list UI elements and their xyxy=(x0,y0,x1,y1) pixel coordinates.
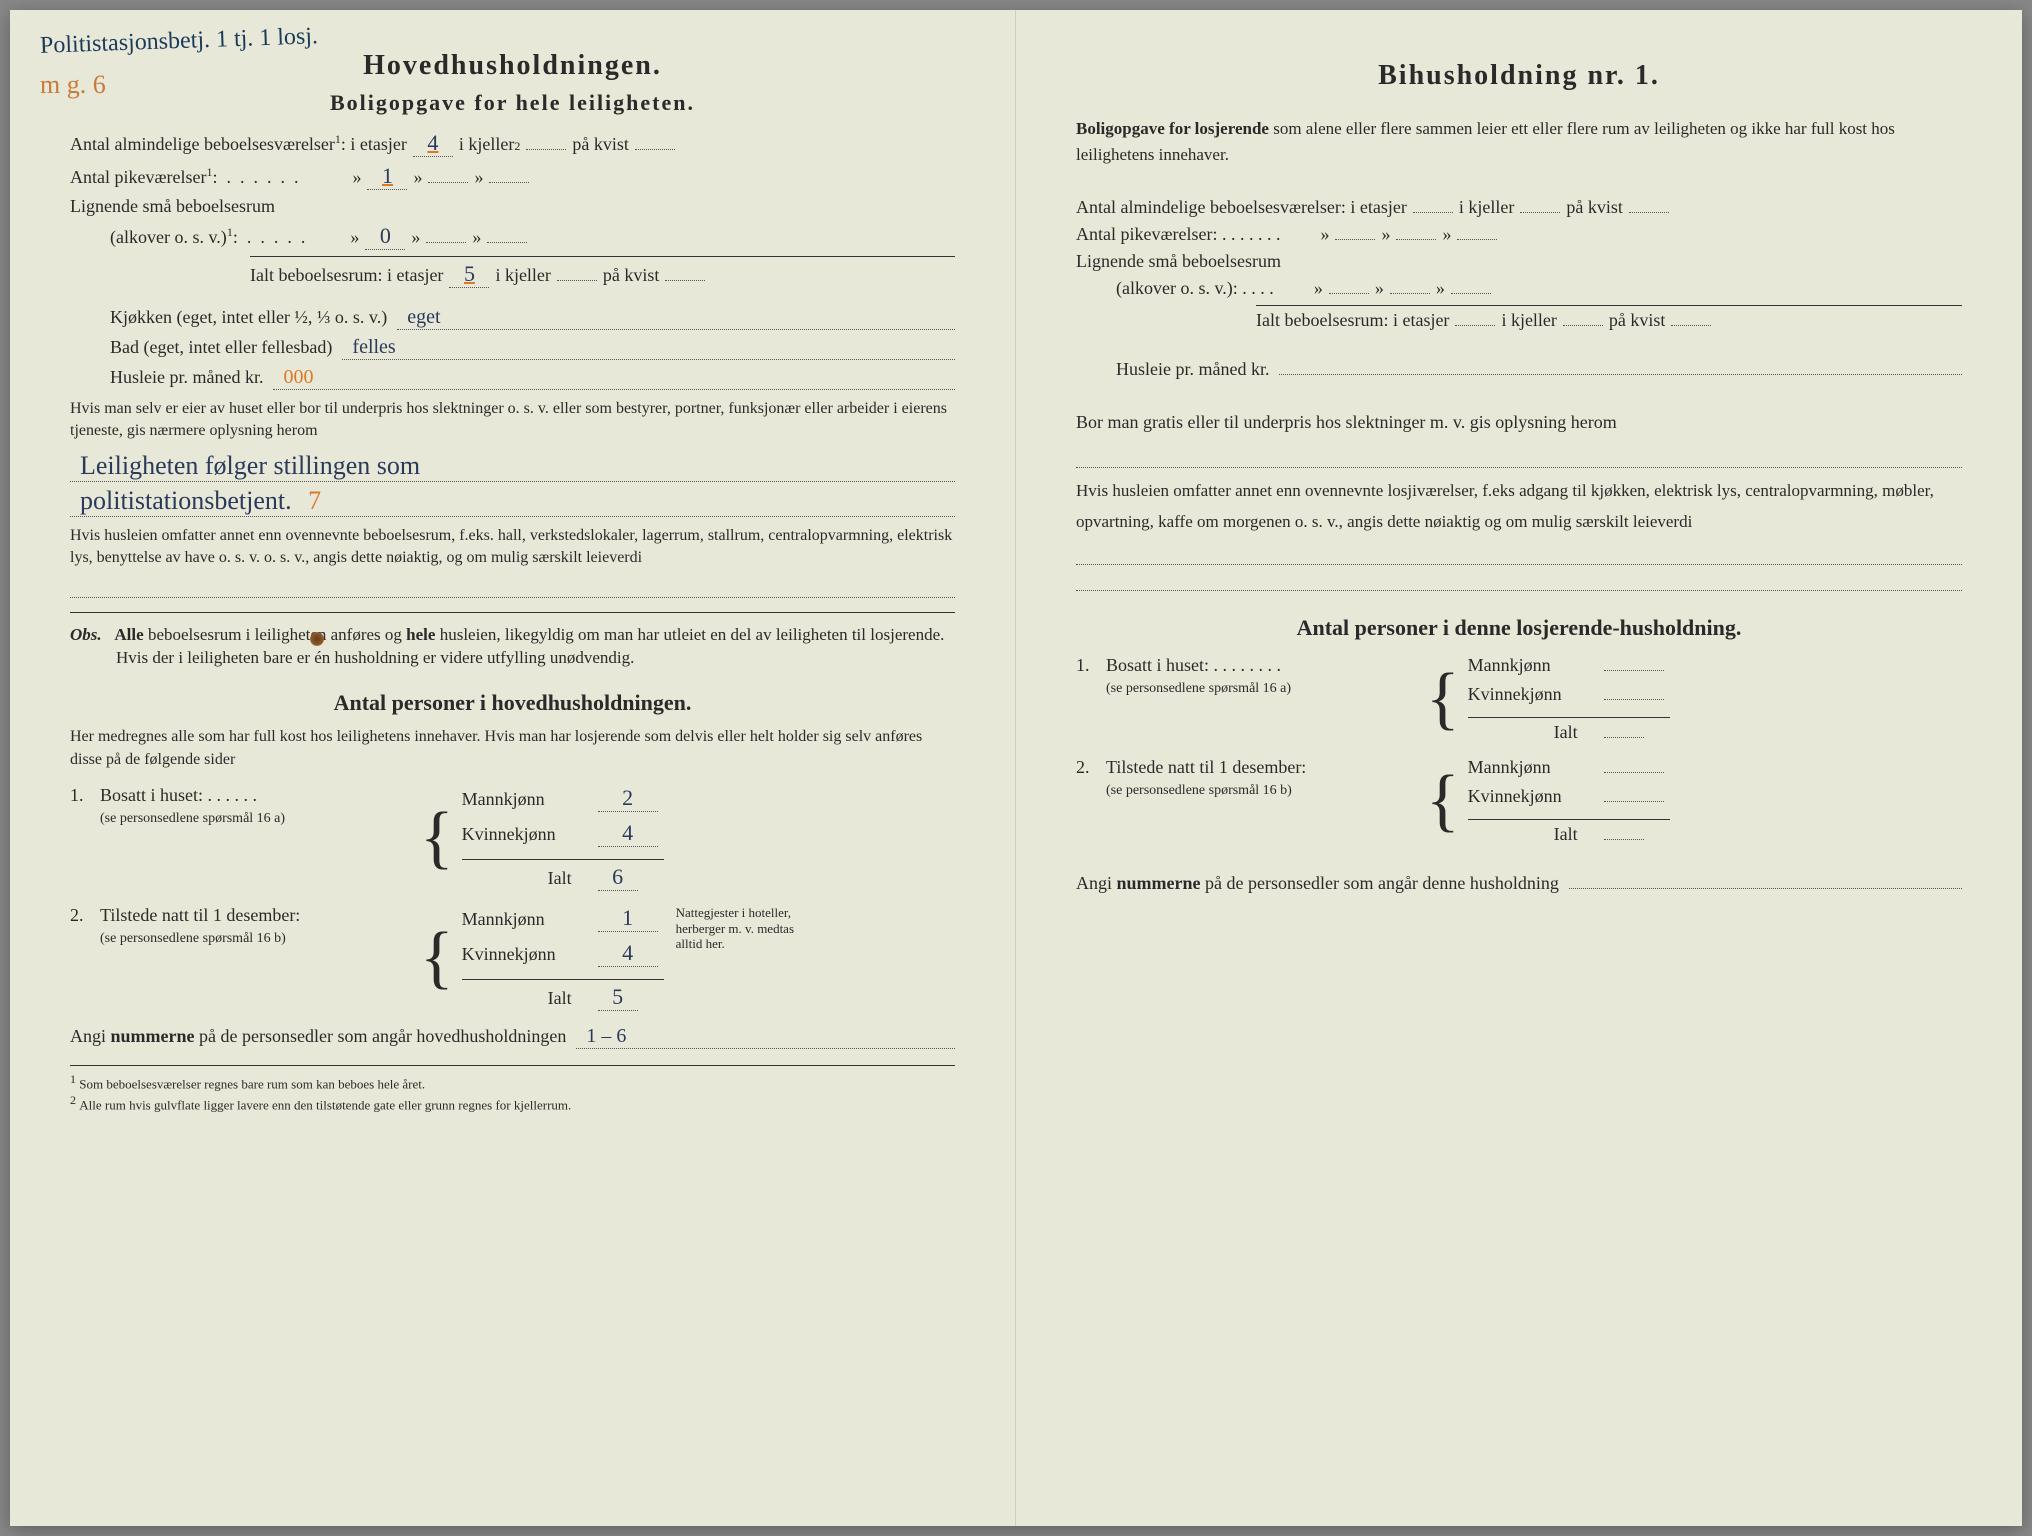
brace-icon: { xyxy=(420,808,454,868)
empty-line-1 xyxy=(70,578,955,598)
line-kjokken: Kjøkken (eget, intet eller ½, ⅓ o. s. v.… xyxy=(110,306,955,330)
brace-icon: { xyxy=(1426,771,1460,831)
line-alm-rooms: Antal almindelige beboelsesværelser1: i … xyxy=(70,130,955,157)
obs-text-1: Alle beboelsesrum i leiligheten anføres … xyxy=(110,625,944,644)
r-para-omf: Hvis husleien omfatter annet enn ovennev… xyxy=(1076,476,1962,537)
section-personer-title: Antal personer i hovedhusholdningen. xyxy=(70,690,955,716)
hw-remark-1: Leiligheten følger stillingen som xyxy=(70,451,955,482)
r-husleie: Husleie pr. måned kr. xyxy=(1116,355,1962,380)
hw-remark-2: politistationsbetjent. 7 xyxy=(70,486,955,517)
left-subtitle: Boligopgave for hele leiligheten. xyxy=(70,90,955,116)
right-lead: Boligopgave for losjerende som alene ell… xyxy=(1076,116,1962,167)
side-note: Nattegjester i hoteller, herberger m. v.… xyxy=(676,905,816,952)
r-line-lign2: (alkover o. s. v.): . . . . » » » xyxy=(1116,278,1962,299)
line-bad: Bad (eget, intet eller fellesbad) felles xyxy=(110,336,955,360)
personer-intro: Her medregnes alle som har full kost hos… xyxy=(70,726,955,771)
r-row-tilstede: 2. Tilstede natt til 1 desember: (se per… xyxy=(1076,757,1962,845)
r2-kvinne: 4 xyxy=(598,940,658,967)
r-line-alm: Antal almindelige beboelsesværelser: i e… xyxy=(1076,197,1962,218)
obs-block: Obs. Alle beboelsesrum i leiligheten anf… xyxy=(70,612,955,671)
val-husleie: 000 xyxy=(273,366,955,390)
r-line-lign1: Lignende små beboelsesrum xyxy=(1076,251,1962,272)
angi-line: Angi nummerne på de personsedler som ang… xyxy=(70,1025,955,1049)
row-tilstede: 2. Tilstede natt til 1 desember: (se per… xyxy=(70,905,955,1011)
val-alm-kvist xyxy=(635,149,675,150)
line-pike: Antal pikeværelser1: . . . . . . » 1 » » xyxy=(70,163,955,190)
r-para-gratis: Bor man gratis eller til underpris hos s… xyxy=(1076,404,1962,440)
r2-ialt: 5 xyxy=(598,984,638,1011)
brace-icon: { xyxy=(1426,669,1460,729)
para-husleien: Hvis husleien omfatter annet enn ovennev… xyxy=(70,525,955,570)
r1-kvinne: 4 xyxy=(598,820,658,847)
right-title: Bihusholdning nr. 1. xyxy=(1076,60,1962,92)
val-lign-etasjer: 0 xyxy=(365,223,405,250)
line-lignende-2: (alkover o. s. v.)1: . . . . . » 0 » » xyxy=(110,223,955,250)
r-line-ialt: Ialt beboelsesrum: i etasjer i kjeller p… xyxy=(1256,305,1962,331)
val-ialt-etasjer: 5 xyxy=(449,261,489,288)
val-alm-kjeller xyxy=(526,149,566,150)
r-row-bosatt: 1. Bosatt i huset: . . . . . . . . (se p… xyxy=(1076,655,1962,743)
r-angi-line: Angi nummerne på de personsedler som ang… xyxy=(1076,869,1962,894)
line-husleie: Husleie pr. måned kr. 000 xyxy=(110,366,955,390)
val-kjokken: eget xyxy=(397,306,955,330)
document-spread: Politistasjonsbetj. 1 tj. 1 losj. m g. 6… xyxy=(10,10,2022,1526)
left-title: Hovedhusholdningen. xyxy=(70,50,955,82)
handwritten-annotation-m: m g. 6 xyxy=(40,70,106,100)
obs-text-2: Hvis der i leiligheten bare er én hushol… xyxy=(116,646,634,670)
val-bad: felles xyxy=(342,336,955,360)
line-lignende-1: Lignende små beboelsesrum xyxy=(70,196,955,217)
row-bosatt: 1. Bosatt i huset: . . . . . . (se perso… xyxy=(70,785,955,891)
r-line-pike: Antal pikeværelser: . . . . . . . » » » xyxy=(1076,224,1962,245)
val-alm-etasjer: 4 xyxy=(413,130,453,157)
angi-val: 1 – 6 xyxy=(576,1025,955,1049)
para-eier: Hvis man selv er eier av huset eller bor… xyxy=(70,398,955,443)
val-pike-etasjer: 1 xyxy=(367,163,407,190)
r1-mann: 2 xyxy=(598,785,658,812)
r-section-personer: Antal personer i denne losjerende-hushol… xyxy=(1076,615,1962,641)
footnotes: 1 Som beboelsesværelser regnes bare rum … xyxy=(70,1065,955,1114)
left-page: Politistasjonsbetj. 1 tj. 1 losj. m g. 6… xyxy=(10,10,1016,1526)
brace-icon: { xyxy=(420,928,454,988)
paper-stain xyxy=(310,632,324,646)
r2-mann: 1 xyxy=(598,905,658,932)
obs-label: Obs. xyxy=(70,625,102,644)
line-ialt: Ialt beboelsesrum: i etasjer 5 i kjeller… xyxy=(250,256,955,288)
right-page: Bihusholdning nr. 1. Boligopgave for los… xyxy=(1016,10,2022,1526)
label-alm: Antal almindelige beboelsesværelser1: i … xyxy=(70,132,407,155)
r1-ialt: 6 xyxy=(598,864,638,891)
